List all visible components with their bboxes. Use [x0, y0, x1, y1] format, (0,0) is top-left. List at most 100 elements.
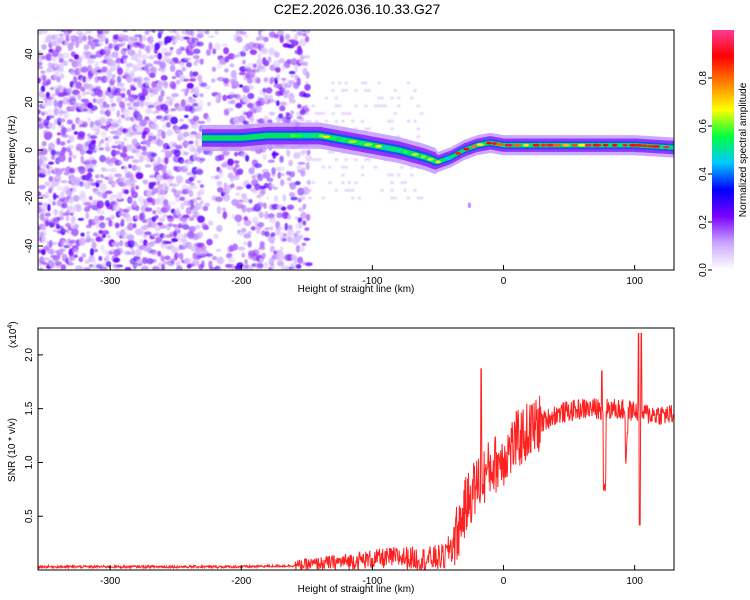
spectrogram-ridge-peak: [571, 143, 578, 147]
spectrogram-cell: [40, 163, 48, 168]
spectrogram-cell: [341, 181, 345, 185]
spectrogram-cell: [229, 63, 235, 68]
x-tick-label: -100: [362, 576, 382, 587]
spectrogram-cell: [390, 188, 394, 192]
colorbar-cell: [712, 106, 734, 109]
spectrogram-cell: [344, 158, 348, 162]
colorbar-label: Normalized spectral amplitude: [738, 82, 749, 217]
spectrogram-cell: [222, 207, 226, 211]
spectrogram-cell: [188, 216, 195, 222]
colorbar-cell: [712, 202, 734, 205]
colorbar-cell: [712, 118, 734, 121]
spectrogram-cell: [142, 34, 147, 42]
spectrogram-cell: [274, 67, 281, 73]
spectrogram-cell: [289, 262, 297, 270]
spectrogram-cell: [331, 88, 335, 93]
spectrogram-cell: [104, 190, 113, 195]
spectrogram-cell: [179, 159, 185, 164]
spectrogram-cell: [303, 237, 311, 241]
spectrogram-cell: [406, 196, 411, 200]
spectrogram-cell: [160, 40, 165, 47]
spectrogram-cell: [84, 259, 90, 264]
spectrogram-cell: [86, 178, 94, 183]
spectrogram-cell: [179, 118, 184, 122]
spectrogram-cell: [269, 245, 276, 253]
spectrogram-cell: [207, 220, 214, 226]
spectrogram-cell: [250, 226, 256, 231]
spectrogram-cell: [297, 256, 304, 264]
spectrogram-cell: [101, 66, 108, 73]
spectrogram-cell: [396, 173, 401, 177]
spectrogram-cell: [107, 234, 112, 239]
spectrogram-cell: [137, 145, 143, 150]
spectrogram-cell: [47, 99, 53, 107]
spectrogram-cell: [43, 257, 50, 261]
spectrogram-cell: [130, 182, 136, 190]
spectrogram-cell: [367, 88, 371, 93]
spectrogram-cell: [279, 155, 284, 163]
spectrogram-cell: [165, 241, 172, 245]
spectrogram-cell: [302, 203, 307, 210]
spectrogram-cell: [413, 188, 417, 192]
spectrogram-cell: [38, 184, 46, 190]
colorbar-cell: [712, 188, 734, 191]
spectrogram-cell: [99, 183, 107, 192]
spectrogram-cell: [197, 180, 202, 184]
spectrogram-cell: [321, 196, 326, 200]
spectrogram-cell: [69, 81, 74, 88]
spectrogram-cell: [61, 146, 67, 153]
spectrogram-cell: [216, 180, 223, 187]
spectrogram-cell: [77, 102, 82, 110]
spectrogram-cell: [311, 181, 316, 185]
spectrogram-cell: [216, 76, 225, 82]
spectrogram-cell: [177, 223, 183, 229]
spectrogram-cell: [118, 160, 124, 166]
colorbar-cell: [712, 166, 734, 169]
spectrogram-cell: [197, 99, 204, 107]
spectrogram-cell: [95, 127, 101, 135]
spectrogram-cell: [327, 181, 332, 185]
spectrogram-cell: [120, 87, 127, 93]
spectrogram-cell: [324, 96, 329, 100]
colorbar-cell: [712, 152, 734, 155]
spectrogram-cell: [90, 105, 98, 111]
colorbar-cell: [712, 60, 734, 63]
spectrogram-cell: [377, 96, 381, 100]
spectrogram-cell: [254, 68, 261, 73]
spectrogram-cell: [390, 173, 394, 177]
spectrogram-cell: [107, 135, 113, 143]
spectrogram-cell: [162, 164, 168, 169]
spectrogram-cell: [243, 241, 248, 246]
spectrogram-cell: [114, 267, 121, 270]
spectrogram-cell: [297, 161, 306, 165]
spectrogram-cell: [334, 158, 339, 162]
snr-series-line: [38, 332, 674, 570]
spectrogram-cell: [94, 145, 101, 152]
spectrogram-cell: [416, 134, 421, 139]
spectrogram-cell: [261, 188, 266, 195]
spectrogram-cell: [288, 159, 293, 167]
spectrogram-cell: [163, 81, 169, 89]
x-tick-label: -200: [231, 576, 251, 587]
spectrogram-cell: [467, 202, 472, 209]
spectrogram-cell: [150, 24, 156, 30]
spectrogram-cell: [105, 103, 110, 108]
spectrogram-cell: [166, 204, 171, 212]
spectrogram-cell: [128, 164, 132, 169]
spectrogram-cell: [223, 182, 228, 190]
spectrogram-cell: [42, 261, 48, 266]
spectrogram-cell: [235, 185, 244, 191]
spectrogram-cell: [198, 203, 203, 210]
spectrogram-cell: [98, 215, 105, 221]
spectrogram-cell: [196, 248, 203, 256]
colorbar-cell: [712, 268, 734, 271]
spectrogram-cell: [53, 99, 58, 108]
spectrogram-cell: [350, 188, 355, 192]
spectrogram-cell: [47, 108, 53, 115]
spectrogram-cell: [192, 54, 200, 59]
spectrogram-cell: [193, 121, 199, 130]
spectrogram-cell: [175, 175, 184, 184]
spectrogram-cell: [192, 102, 199, 107]
spectrogram-ridge-peak: [388, 147, 396, 151]
spectrogram-cell: [287, 224, 293, 231]
